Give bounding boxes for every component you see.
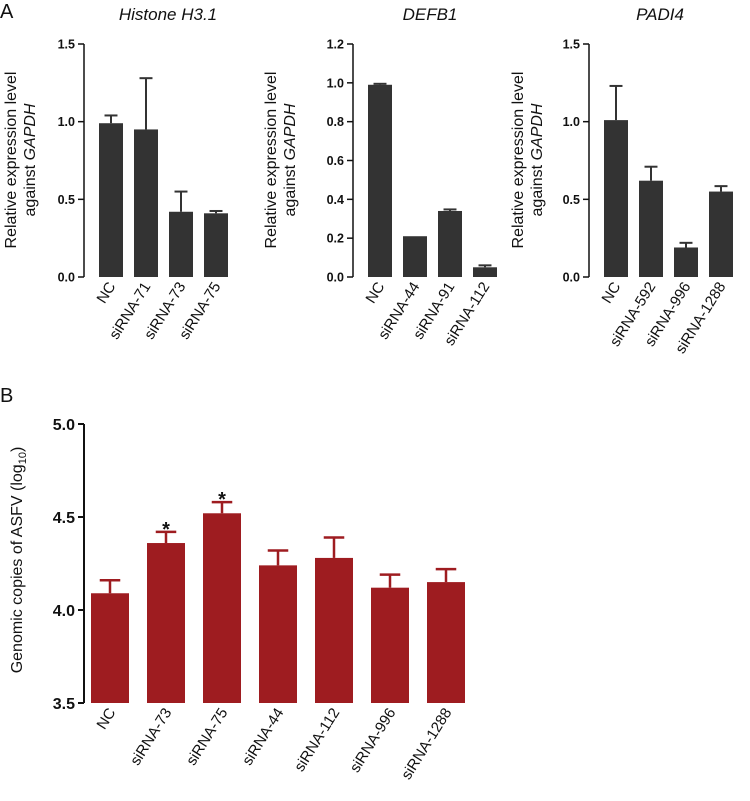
- bar-sirna-592: [639, 180, 663, 277]
- bar-sirna-73: [147, 543, 185, 703]
- bar-sirna-1288: [709, 191, 733, 277]
- y-axis-label-suffix: ): [9, 447, 26, 452]
- y-tick-label: 0.4: [327, 193, 344, 207]
- y-tick-label: 1.0: [563, 115, 580, 129]
- bar-sirna-44: [259, 565, 297, 703]
- bar-sirna-91: [438, 210, 462, 277]
- y-tick-label: 0.0: [327, 271, 344, 285]
- x-tick-label: siRNA-1288: [398, 705, 455, 783]
- y-tick-label: 0.5: [58, 193, 75, 207]
- y-tick-label: 1.0: [327, 76, 344, 90]
- bar-nc: [99, 123, 123, 277]
- panel-letter-a: A: [0, 1, 14, 23]
- y-tick-label: 0.0: [563, 271, 580, 285]
- x-tick-label: NC: [598, 279, 624, 307]
- y-axis-label-gene: GAPDH: [22, 103, 39, 160]
- y-tick-label: 0.5: [563, 193, 580, 207]
- y-tick-label: 1.5: [563, 38, 580, 52]
- y-tick-label: 1.2: [327, 38, 344, 52]
- chart-defb1: DEFB1 0.0 0.2 0.4 0.6 0.8 1.0 1.2 Relative expre…: [263, 5, 497, 349]
- x-tick-label: NC: [93, 279, 119, 307]
- x-tick-label: siRNA-112: [291, 705, 343, 775]
- y-axis-label-gene: GAPDH: [529, 103, 546, 160]
- panel-letter-b: B: [0, 385, 13, 407]
- y-axis-label-gene: GAPDH: [282, 103, 299, 160]
- x-tick-label: NC: [93, 705, 119, 733]
- bar-sirna-44: [403, 236, 427, 277]
- x-tick-label: siRNA-44: [239, 705, 287, 768]
- bar-sirna-71: [134, 129, 158, 277]
- y-tick-label: 0.8: [327, 115, 344, 129]
- x-tick-label: siRNA-75: [183, 705, 231, 768]
- y-axis-label-line1: Relative expression level: [510, 72, 527, 249]
- y-axis-label-line2: against GAPDH: [22, 103, 39, 216]
- y-axis-label-text: Genomic copies of ASFV (log: [9, 464, 26, 673]
- y-axis-label-prefix: against: [529, 160, 546, 216]
- chart-histone-h3-1: A Histone H3.1 0.0 0.5 1.0 1.5 Relative expres…: [0, 1, 228, 343]
- bar-nc: [604, 120, 628, 277]
- y-tick-label: 5.0: [53, 417, 75, 434]
- significance-marker: *: [162, 519, 170, 541]
- y-axis-label: Genomic copies of ASFV (log10): [9, 447, 29, 674]
- y-axis-label-line1: Relative expression level: [263, 72, 280, 249]
- bar-nc: [368, 84, 392, 278]
- bar-sirna-112: [473, 267, 497, 277]
- y-axis-label-line1: Relative expression level: [3, 72, 20, 249]
- chart-title: Histone H3.1: [119, 5, 217, 24]
- bar-sirna-996: [371, 587, 409, 703]
- y-tick-label: 0.0: [58, 271, 75, 285]
- chart-title: PADI4: [636, 5, 684, 24]
- y-axis-label-prefix: against: [282, 160, 299, 216]
- y-axis-label-subscript: 10: [17, 452, 29, 464]
- chart-title: DEFB1: [403, 5, 458, 24]
- y-tick-label: 1.5: [58, 38, 75, 52]
- y-axis-label-line2: against GAPDH: [282, 103, 299, 216]
- y-tick-label: 1.0: [58, 115, 75, 129]
- chart-padi4: PADI4 0.0 0.5 1.0 1.5 Relative expression lev…: [510, 5, 733, 357]
- x-tick-label: siRNA-73: [127, 705, 175, 768]
- bar-sirna-1288: [427, 582, 465, 703]
- significance-marker: *: [218, 489, 226, 511]
- y-tick-label: 4.0: [53, 603, 75, 620]
- x-tick-label: NC: [362, 279, 388, 307]
- y-tick-label: 0.2: [327, 232, 344, 246]
- y-axis-label-prefix: against: [22, 160, 39, 216]
- y-axis-label-line2: against GAPDH: [529, 103, 546, 216]
- x-tick-label: siRNA-996: [347, 705, 400, 776]
- bar-sirna-73: [169, 211, 193, 277]
- bar-sirna-112: [315, 557, 353, 703]
- bar-nc: [91, 593, 129, 703]
- y-tick-label: 3.5: [53, 696, 75, 713]
- y-tick-label: 4.5: [53, 510, 75, 527]
- bar-sirna-75: [203, 513, 241, 703]
- bar-sirna-996: [674, 247, 698, 277]
- chart-asfv-genomic-copies: B 3.5 4.0 4.5 5.0 Genomic copies of ASFV (log…: [0, 385, 465, 783]
- y-tick-label: 0.6: [327, 154, 344, 168]
- bar-sirna-75: [204, 213, 228, 277]
